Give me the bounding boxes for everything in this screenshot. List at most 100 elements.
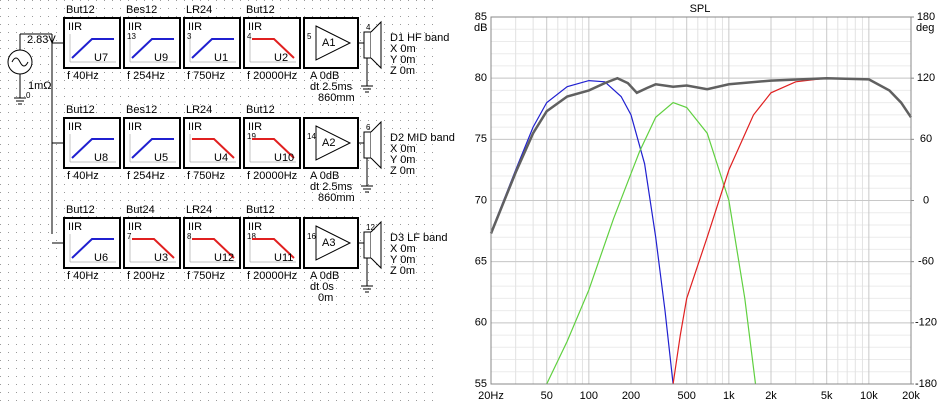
ground — [361, 85, 373, 93]
spl-curve — [546, 101, 757, 385]
filter-type: But12 — [66, 204, 95, 216]
amp-name: A2 — [322, 137, 335, 149]
amp-name: A3 — [322, 237, 335, 249]
amp-pin: 16 — [307, 232, 316, 241]
source-pin: 0 — [26, 91, 31, 100]
driver-z: Z 0m — [390, 165, 415, 177]
amp-distance: 0m — [318, 292, 333, 304]
driver-name: D2 MID band — [390, 132, 455, 144]
filter-pin: 13 — [127, 32, 136, 41]
filter-block — [243, 117, 301, 169]
filter-freq: f 40Hz — [67, 170, 99, 182]
amp-delay: dt 2.5ms — [310, 181, 353, 193]
filter-freq: f 40Hz — [67, 70, 99, 82]
driver-cone — [370, 120, 382, 170]
filter-block — [63, 217, 121, 269]
filter-axes — [129, 134, 176, 163]
filter-icon — [192, 238, 235, 259]
amp-pin: 14 — [307, 132, 316, 141]
y-tick-label: 70 — [475, 194, 487, 206]
filter-axes — [249, 134, 296, 163]
filter-name: U5 — [154, 152, 168, 164]
y-tick-label: 85 — [475, 11, 487, 23]
filter-block — [243, 217, 301, 269]
driver-magnet — [363, 231, 372, 259]
filter-freq: f 20000Hz — [247, 70, 297, 82]
filter-axes — [69, 234, 116, 263]
filter-block — [123, 17, 181, 69]
x-tick-label: 20k — [902, 390, 920, 402]
y-tick-label: 55 — [475, 378, 487, 390]
filter-block — [183, 17, 241, 69]
x-tick-label: 50 — [541, 390, 553, 402]
filter-pin: 19 — [247, 132, 256, 141]
filter-name: U9 — [154, 52, 168, 64]
filter-name: U11 — [274, 252, 293, 264]
filter-icon — [191, 38, 234, 59]
filter-freq: f 20000Hz — [247, 270, 297, 282]
x-tick-label: 10k — [860, 390, 878, 402]
filter-kind: IIR — [68, 121, 82, 133]
x-tick-label: 200 — [622, 390, 640, 402]
filter-axes — [249, 234, 296, 263]
filter-pin: 3 — [187, 32, 192, 41]
filter-kind: IIR — [248, 221, 262, 233]
filter-block — [243, 17, 301, 69]
filter-pin: 7 — [127, 232, 132, 241]
amp-name: A1 — [322, 37, 335, 49]
y2-tick-label: -120 — [915, 317, 937, 329]
filter-block — [123, 217, 181, 269]
filter-kind: IIR — [188, 121, 202, 133]
driver-pin: 6 — [366, 123, 371, 132]
filter-type: Bes12 — [126, 4, 157, 16]
filter-type: But12 — [66, 104, 95, 116]
filter-freq: f 750Hz — [187, 270, 225, 282]
filter-pin: 18 — [247, 232, 256, 241]
filter-icon — [192, 138, 235, 159]
filter-freq: f 750Hz — [187, 70, 225, 82]
filter-name: U2 — [274, 52, 288, 64]
filter-icon — [71, 238, 114, 259]
filter-icon — [131, 38, 174, 59]
filter-type: Bes12 — [126, 104, 157, 116]
filter-kind: IIR — [68, 21, 82, 33]
driver-y: Y 0m — [390, 154, 415, 166]
filter-kind: IIR — [128, 21, 142, 33]
driver-name: D1 HF band — [390, 32, 449, 44]
filter-axes — [189, 134, 236, 163]
amp-pin: 5 — [307, 32, 312, 41]
y-tick-label: 80 — [475, 72, 487, 84]
amp-gain: A 0dB — [310, 170, 339, 182]
source-voltage: 2.83V — [27, 34, 56, 46]
ground — [14, 97, 26, 105]
driver-magnet — [363, 31, 372, 59]
y2-tick-label: 60 — [920, 133, 932, 145]
filter-axes — [129, 34, 176, 63]
driver-pin: 4 — [366, 23, 371, 32]
driver-name: D3 LF band — [390, 232, 447, 244]
plot-frame — [490, 16, 912, 385]
filter-kind: IIR — [188, 21, 202, 33]
x-tick-label: 1k — [723, 390, 735, 402]
amp-gain: A 0dB — [310, 70, 339, 82]
filter-freq: f 254Hz — [127, 70, 165, 82]
source-resistance: 1mΩ — [28, 80, 52, 92]
driver-cone — [370, 220, 382, 270]
filter-kind: IIR — [68, 221, 82, 233]
x-tick-label: 5k — [821, 390, 833, 402]
filter-name: U6 — [94, 252, 108, 264]
y2-tick-label: -60 — [918, 256, 934, 268]
filter-freq: f 200Hz — [127, 270, 165, 282]
driver-y: Y 0m — [390, 254, 415, 266]
filter-kind: IIR — [248, 21, 262, 33]
filter-pin: 8 — [187, 232, 192, 241]
filter-type: But24 — [126, 204, 155, 216]
filter-axes — [129, 234, 176, 263]
filter-name: U8 — [94, 152, 108, 164]
driver-magnet — [363, 131, 372, 159]
filter-kind: IIR — [188, 221, 202, 233]
filter-block — [63, 17, 121, 69]
y-tick-label: 65 — [475, 256, 487, 268]
filter-name: U1 — [214, 52, 228, 64]
